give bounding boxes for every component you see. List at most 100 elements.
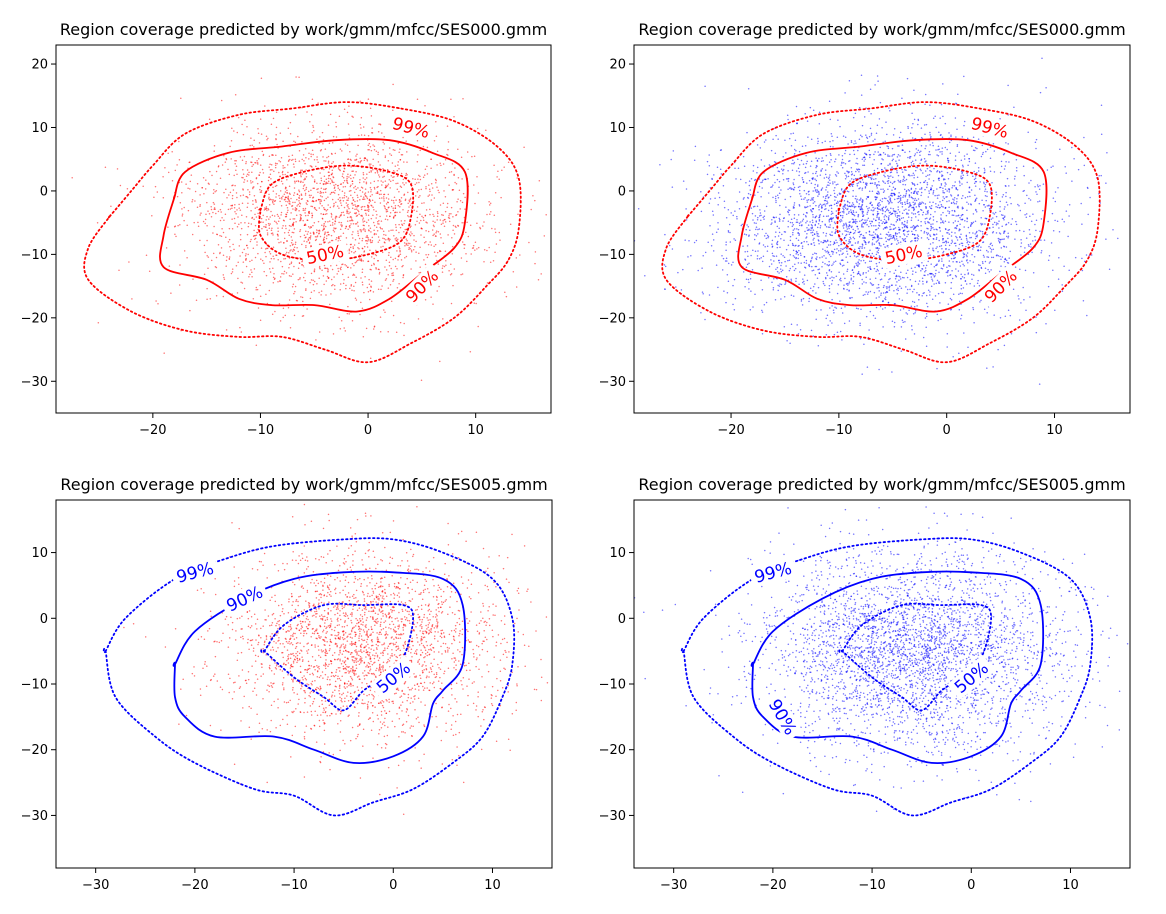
scatter-point	[316, 188, 318, 191]
scatter-point	[974, 149, 976, 152]
scatter-point	[688, 239, 690, 242]
scatter-point	[346, 216, 349, 219]
scatter-point	[935, 233, 938, 235]
scatter-point	[825, 235, 827, 237]
scatter-point	[364, 229, 366, 231]
scatter-point	[704, 251, 707, 254]
scatter-point	[381, 228, 384, 230]
scatter-point	[948, 200, 950, 202]
scatter-point	[963, 124, 965, 127]
scatter-point	[799, 271, 801, 273]
scatter-point	[342, 282, 345, 285]
scatter-point	[360, 116, 363, 119]
scatter-point	[251, 216, 254, 219]
scatter-point	[848, 320, 851, 322]
scatter-point	[870, 225, 873, 227]
scatter-point	[907, 156, 909, 159]
scatter-point	[884, 140, 886, 143]
scatter-point	[806, 160, 808, 163]
scatter-point	[844, 177, 847, 180]
scatter-point	[452, 224, 455, 227]
scatter-point	[728, 223, 731, 226]
scatter-point	[966, 269, 969, 271]
scatter-point	[810, 199, 812, 202]
scatter-point	[439, 162, 441, 165]
scatter-point	[929, 254, 931, 256]
scatter-point	[333, 204, 335, 207]
scatter-point	[370, 280, 373, 282]
scatter-point	[877, 202, 879, 205]
scatter-point	[318, 291, 320, 294]
scatter-point	[946, 332, 949, 335]
scatter-point	[307, 231, 309, 233]
scatter-point	[834, 260, 837, 263]
scatter-point	[778, 186, 780, 188]
contour-label: 99%	[390, 114, 432, 143]
scatter-point	[365, 221, 368, 224]
scatter-point	[753, 238, 756, 241]
scatter-point	[922, 283, 924, 285]
scatter-point	[793, 152, 796, 155]
scatter-point	[786, 114, 789, 116]
scatter-point	[463, 247, 466, 250]
scatter-point	[373, 233, 376, 236]
scatter-point	[422, 145, 425, 148]
scatter-point	[978, 188, 981, 190]
scatter-point	[330, 216, 333, 218]
scatter-point	[882, 286, 885, 289]
scatter-point	[814, 223, 817, 226]
scatter-point	[817, 345, 820, 347]
scatter-point	[992, 248, 995, 250]
scatter-point	[888, 285, 891, 287]
scatter-point	[935, 282, 938, 285]
scatter-point	[960, 314, 963, 316]
scatter-point	[921, 213, 924, 216]
scatter-point	[408, 248, 410, 251]
scatter-point	[870, 302, 873, 304]
scatter-point	[384, 311, 386, 314]
scatter-point	[969, 282, 971, 285]
scatter-point	[946, 200, 948, 203]
scatter-point	[339, 148, 342, 150]
scatter-point	[275, 196, 277, 198]
scatter-point	[365, 177, 368, 179]
scatter-point	[215, 295, 218, 297]
scatter-point	[878, 154, 880, 157]
scatter-point	[867, 140, 869, 143]
scatter-point	[397, 238, 399, 240]
scatter-point	[365, 214, 368, 216]
scatter-point	[373, 326, 376, 328]
scatter-point	[304, 147, 307, 150]
scatter-point	[204, 251, 206, 254]
scatter-point	[802, 218, 805, 220]
scatter-point	[761, 309, 763, 312]
scatter-point	[791, 221, 794, 224]
scatter-point	[826, 246, 828, 249]
scatter-point	[340, 214, 342, 217]
scatter-point	[351, 180, 354, 182]
scatter-point	[880, 188, 882, 190]
scatter-point	[995, 215, 998, 218]
scatter-point	[363, 193, 366, 195]
scatter-point	[909, 279, 912, 281]
scatter-point	[957, 207, 959, 209]
scatter-point	[396, 211, 398, 214]
scatter-point	[241, 159, 244, 162]
scatter-point	[872, 231, 875, 233]
scatter-point	[337, 187, 340, 189]
scatter-point	[1073, 158, 1075, 160]
scatter-point	[439, 219, 442, 221]
scatter-point	[890, 175, 892, 177]
scatter-point	[1015, 159, 1018, 161]
scatter-point	[241, 214, 243, 216]
scatter-point	[231, 194, 234, 197]
scatter-point	[167, 226, 169, 228]
scatter-point	[813, 200, 816, 203]
scatter-point	[932, 201, 934, 204]
scatter-point	[435, 182, 437, 184]
scatter-point	[358, 181, 361, 184]
scatter-point	[281, 198, 283, 200]
scatter-point	[866, 182, 868, 185]
scatter-point	[920, 208, 922, 211]
scatter-point	[426, 146, 429, 149]
